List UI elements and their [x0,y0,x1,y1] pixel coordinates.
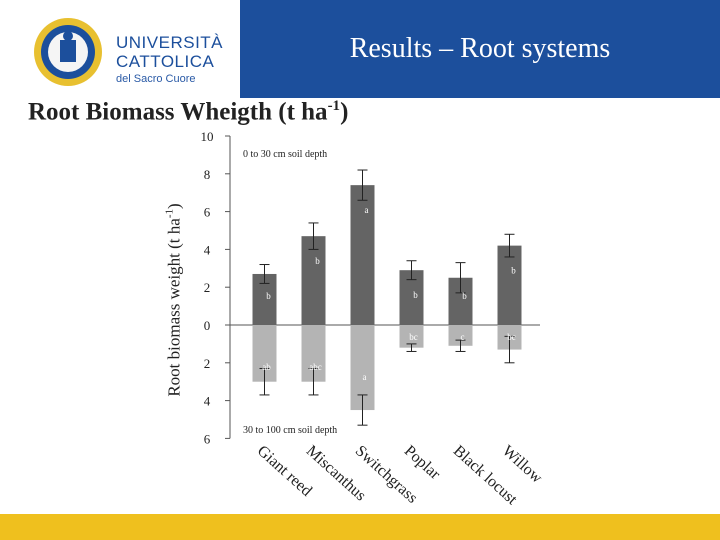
logo-text-line2: CATTOLICA [116,52,215,71]
university-logo: UNIVERSITÀ CATTOLICA del Sacro Cuore [30,14,240,90]
significance-letter: b [462,291,467,301]
slide-header-title: Results – Root systems [349,33,611,64]
category-label: Poplar [401,442,444,483]
header-band [240,0,720,98]
y-tick-label: 4 [204,242,211,257]
y-tick-label: 6 [204,205,211,220]
footer-band [0,514,720,540]
significance-letter: ab [262,362,271,372]
significance-letter: bc [507,332,516,342]
slide-title: Root Biomass Wheigth (t ha-1) [28,98,348,126]
depth-annotation-bottom: 30 to 100 cm soil depth [243,425,337,436]
significance-letter: b [266,291,271,301]
university-seal-icon [34,18,102,86]
slide-title-end: ) [340,98,349,126]
depth-annotation-top: 0 to 30 cm soil depth [243,149,327,160]
significance-letter: b [315,256,320,266]
logo-text-line3: del Sacro Cuore [116,73,196,85]
logo-text-line1: UNIVERSITÀ [116,33,224,52]
bar-topsoil [350,185,375,325]
significance-letter: b [511,266,516,276]
y-tick-label: 10 [201,129,214,144]
y-tick-label: 2 [204,356,211,371]
y-tick-label: 8 [204,167,211,182]
bar-topsoil [301,236,326,325]
slide-title-sup: -1 [327,98,341,114]
significance-letter: a [365,205,369,215]
y-tick-label: 6 [204,431,211,446]
bar-subsoil [448,325,473,346]
significance-letter: abc [309,362,322,372]
category-label: Willow [499,442,546,487]
significance-letter: a [363,372,367,382]
bar-subsoil [399,325,424,348]
y-tick-label: 4 [204,394,211,409]
significance-letter: b [413,290,418,300]
significance-letter: bc [409,332,418,342]
y-tick-label: 0 [204,318,211,333]
bar-topsoil [497,245,522,325]
significance-letter: c [461,332,465,342]
slide-title-main: Root Biomass Wheigth (t ha [28,98,328,126]
y-tick-label: 2 [204,280,211,295]
